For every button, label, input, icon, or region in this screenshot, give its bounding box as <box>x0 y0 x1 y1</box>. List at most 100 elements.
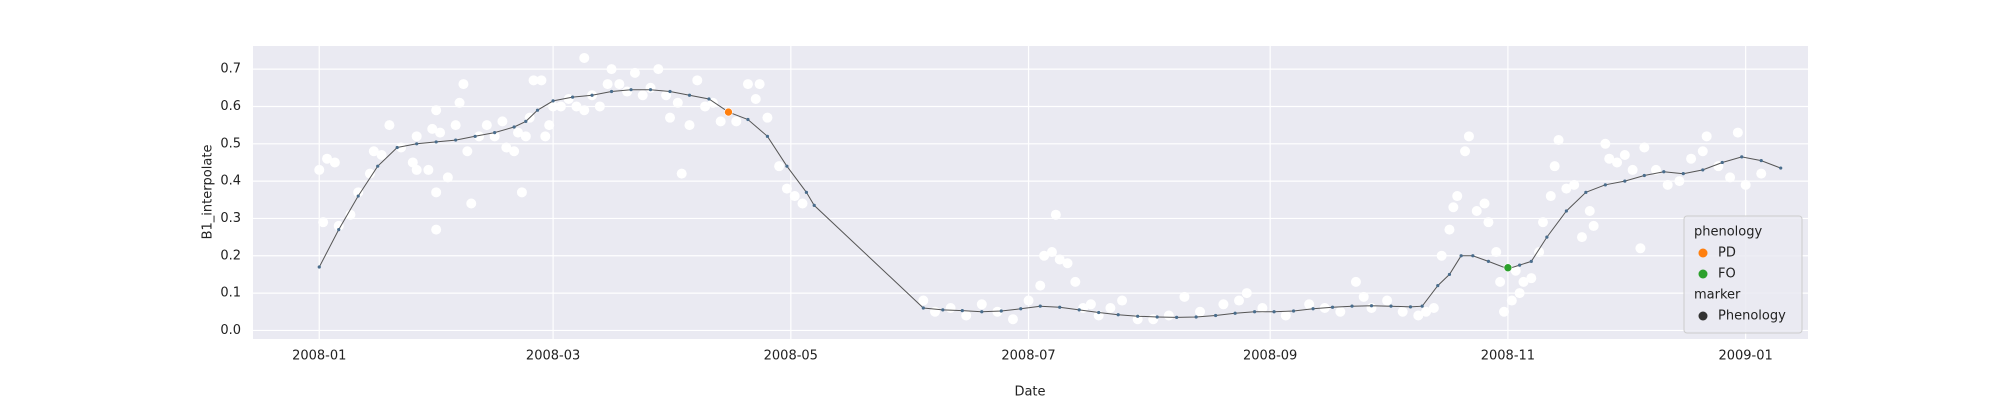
line-vertex <box>804 190 809 194</box>
data-point <box>528 75 539 86</box>
line-vertex <box>590 93 594 97</box>
data-point <box>1218 299 1229 310</box>
line-vertex <box>941 308 945 312</box>
data-point <box>676 168 687 179</box>
y-tick-label: 0.6 <box>220 99 241 114</box>
data-point <box>454 97 465 108</box>
data-point <box>637 90 648 101</box>
data-point <box>1117 295 1128 306</box>
data-point <box>1054 254 1065 265</box>
data-point <box>1510 265 1521 276</box>
x-tick-label: 2008-01 <box>292 349 346 364</box>
data-point <box>536 75 547 86</box>
line-vertex <box>1272 310 1276 314</box>
legend-title: marker <box>1694 288 1741 303</box>
data-point <box>606 64 617 75</box>
line-vertex <box>1291 309 1296 313</box>
line-vertex <box>1389 304 1393 308</box>
legend-box <box>1683 215 1803 334</box>
data-point <box>555 101 566 112</box>
line-vertex <box>524 119 528 123</box>
data-point <box>520 131 531 142</box>
data-point <box>945 303 956 314</box>
data-point <box>579 52 590 63</box>
line-vertex <box>1420 304 1424 308</box>
line-vertex <box>648 88 653 92</box>
data-point <box>774 161 785 172</box>
data-point <box>1460 146 1471 157</box>
data-point <box>450 120 461 131</box>
data-point <box>700 101 711 112</box>
data-point <box>423 164 434 175</box>
data-point <box>458 79 469 90</box>
data-point <box>1007 314 1018 325</box>
data-point <box>797 198 808 209</box>
line-vertex <box>415 142 419 146</box>
line-vertex <box>376 164 380 168</box>
line-vertex <box>1662 170 1666 174</box>
line-vertex <box>785 164 789 168</box>
data-point <box>672 97 683 108</box>
line-vertex <box>1058 305 1062 309</box>
data-point <box>1619 149 1630 160</box>
data-point <box>653 64 664 75</box>
data-point <box>427 123 438 134</box>
data-point <box>481 120 492 131</box>
line-vertex <box>629 88 633 92</box>
line-vertex <box>1545 235 1549 239</box>
data-point <box>715 116 726 127</box>
data-point <box>614 79 625 90</box>
data-point <box>431 187 442 198</box>
x-tick-label: 2008-07 <box>1001 349 1055 364</box>
data-point <box>1304 299 1315 310</box>
line-vertex <box>1097 310 1101 315</box>
line-vertex <box>1623 179 1627 183</box>
data-point <box>368 146 379 157</box>
data-point <box>513 127 524 138</box>
data-point <box>548 101 559 112</box>
data-point <box>594 101 605 112</box>
data-point <box>1105 303 1116 314</box>
data-point <box>1062 258 1073 269</box>
data-point <box>1163 310 1174 321</box>
data-point <box>1335 306 1346 317</box>
data-point <box>629 67 640 78</box>
data-point <box>442 172 453 183</box>
line-vertex <box>1155 315 1159 319</box>
data-point <box>976 299 987 310</box>
line-vertex <box>434 140 438 144</box>
data-point <box>1382 295 1393 306</box>
line-vertex <box>1759 158 1763 163</box>
legend-label: PD <box>1718 246 1736 261</box>
data-point <box>1662 179 1673 190</box>
line-vertex <box>395 145 399 150</box>
data-point <box>431 224 442 235</box>
data-point <box>1085 299 1096 310</box>
line-vertex <box>1252 310 1257 314</box>
data-point <box>1070 276 1081 287</box>
x-axis-label: Date <box>1014 385 1045 400</box>
data-point <box>1627 164 1638 175</box>
line-vertex <box>999 309 1003 313</box>
y-axis-label: B1_interpolate <box>201 145 216 240</box>
data-point <box>466 198 477 209</box>
x-tick-label: 2008-05 <box>764 349 818 364</box>
legend-title: phenology <box>1694 225 1762 240</box>
line-vertex <box>1740 155 1744 159</box>
data-point <box>396 142 407 153</box>
y-tick-label: 0.3 <box>220 211 241 226</box>
line-vertex <box>1701 168 1705 172</box>
data-point <box>781 183 792 194</box>
data-point <box>762 112 773 123</box>
data-point <box>1234 295 1245 306</box>
data-point <box>1588 220 1599 231</box>
line-vertex <box>570 95 575 99</box>
data-point <box>1035 280 1046 291</box>
data-point <box>1179 291 1190 302</box>
data-point <box>1463 131 1474 142</box>
data-point <box>1697 146 1708 157</box>
line-vertex <box>1471 254 1475 258</box>
data-point <box>1448 202 1459 213</box>
data-point <box>754 79 765 90</box>
